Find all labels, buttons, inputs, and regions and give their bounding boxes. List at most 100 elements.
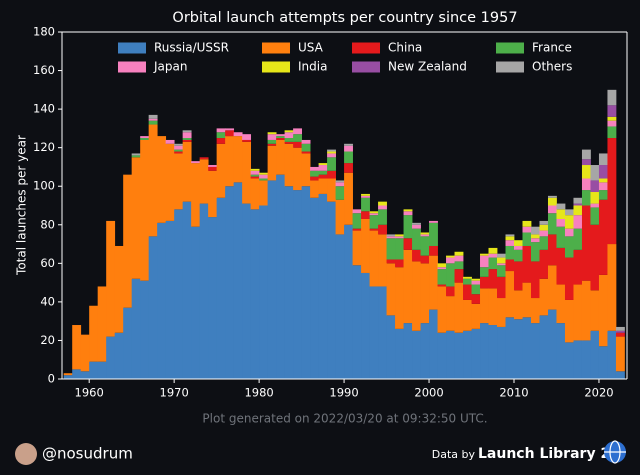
bar-segment bbox=[573, 284, 583, 341]
bar-segment bbox=[556, 323, 566, 379]
bar-segment bbox=[488, 325, 498, 379]
bar-segment bbox=[140, 138, 150, 140]
bar-segment bbox=[598, 346, 608, 379]
bar-segment bbox=[335, 182, 345, 187]
bar-segment bbox=[344, 151, 353, 164]
bar-segment bbox=[471, 328, 481, 379]
bar-segment bbox=[208, 170, 218, 218]
bar-segment bbox=[607, 89, 617, 106]
bar-segment bbox=[378, 286, 387, 379]
bar-segment bbox=[522, 282, 532, 318]
bar-segment bbox=[208, 166, 218, 171]
bar-segment bbox=[480, 276, 489, 289]
bar-segment bbox=[369, 286, 379, 379]
bar-segment bbox=[182, 132, 192, 139]
bar-segment bbox=[505, 245, 515, 260]
legend-label: Others bbox=[532, 60, 572, 74]
bar-segment bbox=[301, 139, 311, 144]
bar-segment bbox=[480, 323, 489, 379]
bar-segment bbox=[412, 224, 421, 229]
bar-segment bbox=[276, 136, 286, 139]
bar-segment bbox=[454, 261, 464, 270]
bar-segment bbox=[225, 130, 235, 137]
y-tick-label: 100 bbox=[33, 179, 55, 193]
chart-title: Orbital launch attempts per country sinc… bbox=[172, 10, 517, 26]
bar-segment bbox=[403, 209, 413, 212]
bar-segment bbox=[607, 244, 617, 331]
bar-segment bbox=[267, 132, 277, 135]
bar-segment bbox=[547, 197, 557, 206]
bar-segment bbox=[352, 230, 362, 266]
bar-segment bbox=[310, 170, 319, 177]
y-axis-label: Total launches per year bbox=[15, 135, 29, 276]
bar-segment bbox=[225, 128, 235, 131]
bar-segment bbox=[276, 138, 286, 140]
bar-segment bbox=[318, 170, 328, 175]
bar-segment bbox=[97, 361, 107, 379]
bar-segment bbox=[361, 272, 370, 379]
bar-segment bbox=[72, 369, 82, 379]
bar-segment bbox=[463, 330, 472, 379]
bar-segment bbox=[590, 192, 600, 204]
bar-segment bbox=[573, 205, 583, 216]
bar-segment bbox=[547, 205, 557, 214]
bar-segment bbox=[607, 126, 617, 139]
x-tick-label: 2020 bbox=[584, 386, 613, 400]
bar-segment bbox=[318, 178, 328, 194]
bar-segment bbox=[63, 373, 73, 376]
bar-segment bbox=[522, 232, 532, 246]
bar-segment bbox=[225, 186, 235, 379]
bar-segment bbox=[378, 209, 387, 225]
bar-segment bbox=[131, 153, 141, 156]
bar-segment bbox=[412, 330, 421, 379]
bar-segment bbox=[547, 234, 557, 266]
bar-segment bbox=[182, 130, 192, 133]
bar-segment bbox=[480, 288, 489, 324]
bar-segment bbox=[259, 172, 269, 175]
bar-segment bbox=[395, 234, 404, 237]
bar-segment bbox=[395, 236, 404, 239]
bar-segment bbox=[378, 224, 387, 235]
bar-segment bbox=[225, 136, 235, 187]
bar-segment bbox=[301, 186, 311, 379]
bar-segment bbox=[284, 138, 294, 142]
bar-segment bbox=[284, 186, 294, 379]
bar-segment bbox=[378, 201, 387, 206]
y-tick-label: 160 bbox=[33, 63, 55, 77]
bar-segment bbox=[590, 290, 600, 331]
y-tick-label: 120 bbox=[33, 140, 55, 154]
bar-segment bbox=[131, 278, 141, 379]
bar-segment bbox=[310, 166, 319, 171]
bar-segment bbox=[522, 245, 532, 283]
bar-segment bbox=[564, 236, 574, 258]
bar-segment bbox=[276, 174, 286, 379]
legend-swatch bbox=[262, 61, 290, 73]
bar-segment bbox=[488, 288, 498, 326]
bar-segment bbox=[437, 269, 447, 285]
bar-segment bbox=[157, 222, 167, 379]
legend-swatch bbox=[118, 42, 146, 54]
x-tick-label: 1980 bbox=[244, 386, 273, 400]
bar-segment bbox=[514, 249, 523, 262]
bar-segment bbox=[454, 255, 464, 262]
bar-segment bbox=[165, 139, 175, 144]
bar-segment bbox=[318, 163, 328, 166]
y-tick-label: 40 bbox=[40, 294, 55, 308]
bar-segment bbox=[250, 168, 260, 171]
bar-segment bbox=[199, 157, 209, 160]
legend-label: Japan bbox=[153, 60, 187, 74]
bar-segment bbox=[437, 286, 447, 333]
bar-segment bbox=[420, 323, 430, 379]
bar-segment bbox=[395, 238, 404, 260]
bar-segment bbox=[344, 172, 353, 225]
bar-segment bbox=[276, 139, 286, 175]
bar-segment bbox=[369, 230, 379, 287]
bar-segment bbox=[131, 155, 141, 158]
legend-swatch bbox=[496, 61, 524, 73]
bar-segment bbox=[284, 132, 294, 139]
bar-segment bbox=[573, 215, 583, 229]
bar-segment bbox=[123, 307, 133, 379]
bar-segment bbox=[216, 143, 226, 198]
bar-segment bbox=[556, 218, 566, 227]
x-tick-label: 1970 bbox=[160, 386, 189, 400]
